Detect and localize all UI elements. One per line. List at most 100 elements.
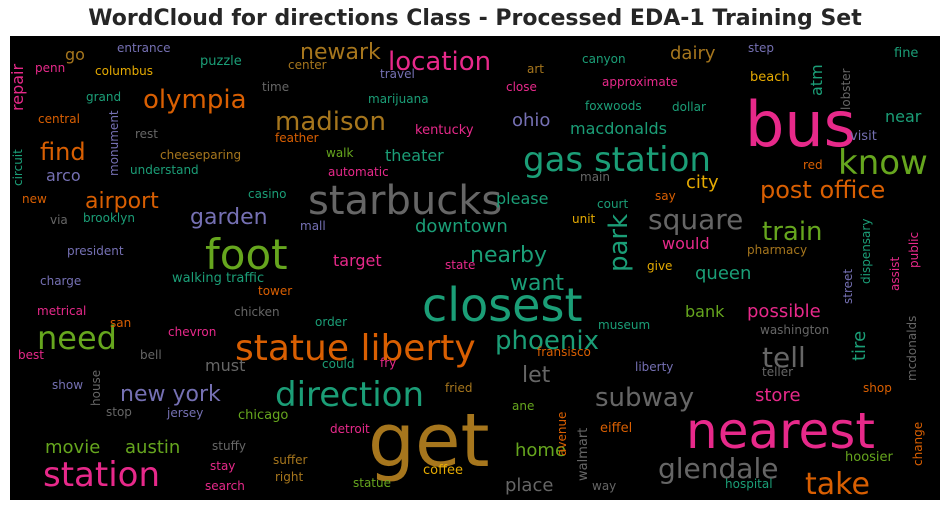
- word-arco: arco: [46, 166, 81, 185]
- word-step: step: [748, 41, 774, 55]
- word-house: house: [89, 370, 103, 406]
- chart-title: WordCloud for directions Class - Process…: [88, 6, 862, 31]
- word-near: near: [885, 107, 922, 126]
- wordcloud-background: [10, 36, 940, 500]
- word-starbucks: starbucks: [308, 178, 502, 224]
- word-fransisco: fransisco: [537, 345, 591, 359]
- word-eiffel: eiffel: [600, 421, 632, 436]
- word-assist: assist: [888, 257, 902, 291]
- word-stuffy: stuffy: [212, 439, 246, 453]
- word-avenue: avenue: [555, 412, 569, 456]
- word-theater: theater: [385, 146, 444, 165]
- word-downtown: downtown: [415, 216, 508, 237]
- word-newark: newark: [300, 40, 381, 65]
- word-station: station: [43, 455, 160, 495]
- word-city: city: [686, 172, 719, 193]
- word-lobster: lobster: [839, 68, 853, 110]
- word-best: best: [18, 348, 44, 362]
- word-let: let: [522, 363, 551, 388]
- word-bus: bus: [745, 88, 856, 161]
- word-square: square: [648, 203, 743, 236]
- word-order: order: [315, 315, 347, 329]
- word-automatic: automatic: [328, 165, 389, 179]
- word-train: train: [762, 217, 823, 247]
- word-closest: closest: [422, 278, 582, 332]
- word-hoosier: hoosier: [845, 450, 894, 465]
- word-way: way: [592, 479, 616, 493]
- word-detroit: detroit: [330, 422, 370, 436]
- word-state: state: [445, 258, 475, 272]
- word-main: main: [580, 170, 610, 184]
- word-phoenix: phoenix: [495, 326, 599, 356]
- word-tire: tire: [849, 331, 870, 361]
- word-place: place: [505, 475, 553, 496]
- word-san: san: [110, 316, 131, 330]
- word-puzzle: puzzle: [200, 54, 242, 69]
- word-statue: statue: [353, 476, 391, 490]
- word-chicken: chicken: [234, 305, 280, 319]
- word-red: red: [803, 158, 823, 172]
- word-grand: grand: [86, 90, 121, 104]
- word-circuit: circuit: [11, 149, 25, 186]
- word-home: home: [515, 440, 566, 461]
- word-take: take: [805, 467, 870, 500]
- word-layer: get bus nearest closest gas station foot starb…: [10, 40, 928, 500]
- word-repair: repair: [10, 64, 27, 111]
- word-say: say: [655, 189, 676, 203]
- word-brooklyn: brooklyn: [83, 211, 135, 225]
- word-tower: tower: [258, 284, 292, 298]
- word-dollar: dollar: [672, 100, 706, 114]
- word-walking-traffic: walking traffic: [172, 271, 264, 286]
- word-gas-station: gas station: [523, 140, 711, 180]
- word-bank: bank: [685, 302, 725, 321]
- word-atm: atm: [807, 64, 826, 96]
- word-subway: subway: [595, 383, 694, 413]
- word-change: change: [911, 422, 925, 466]
- word-olympia: olympia: [143, 85, 247, 115]
- word-beach: beach: [750, 70, 790, 85]
- word-dairy: dairy: [670, 43, 716, 64]
- word-mall: mall: [300, 219, 326, 233]
- word-mcdonalds: mcdonalds: [905, 316, 919, 381]
- word-public: public: [907, 232, 921, 268]
- word-columbus: columbus: [95, 64, 153, 78]
- word-go: go: [65, 45, 85, 64]
- word-coffee: coffee: [423, 463, 463, 478]
- word-get: get: [368, 398, 490, 484]
- word-need: need: [37, 319, 117, 357]
- word-art: art: [527, 62, 544, 76]
- word-post-office: post office: [760, 176, 885, 204]
- word-fried: fried: [445, 381, 473, 395]
- word-marijuana: marijuana: [368, 92, 429, 106]
- word-president: president: [67, 244, 124, 258]
- word-teller: teller: [762, 365, 793, 379]
- word-know: know: [838, 143, 928, 183]
- word-approximate: approximate: [602, 75, 678, 89]
- word-new-york: new york: [120, 382, 221, 407]
- word-would: would: [662, 234, 710, 253]
- word-shop: shop: [863, 381, 892, 395]
- word-ane: ane: [512, 399, 534, 413]
- word-entrance: entrance: [117, 41, 171, 55]
- word-via: via: [50, 213, 68, 227]
- wordcloud-canvas: get bus nearest closest gas station foot starb…: [10, 36, 940, 500]
- word-bell: bell: [140, 348, 162, 362]
- word-queen: queen: [695, 263, 751, 284]
- word-stay: stay: [210, 459, 235, 473]
- word-foot: foot: [205, 230, 288, 279]
- word-fine: fine: [894, 46, 918, 61]
- word-search: search: [205, 479, 245, 493]
- word-time: time: [262, 80, 289, 94]
- word-please: please: [496, 189, 548, 208]
- word-chicago: chicago: [238, 408, 288, 423]
- word-nearest: nearest: [686, 402, 875, 460]
- word-feather: feather: [275, 131, 319, 145]
- word-dispensary: dispensary: [859, 219, 873, 284]
- word-garden: garden: [190, 205, 268, 230]
- word-want: want: [510, 271, 564, 296]
- word-casino: casino: [248, 187, 286, 201]
- word-store: store: [755, 385, 801, 406]
- word-fry: fry: [380, 356, 396, 370]
- word-chevron: chevron: [168, 325, 216, 339]
- word-find: find: [40, 138, 86, 166]
